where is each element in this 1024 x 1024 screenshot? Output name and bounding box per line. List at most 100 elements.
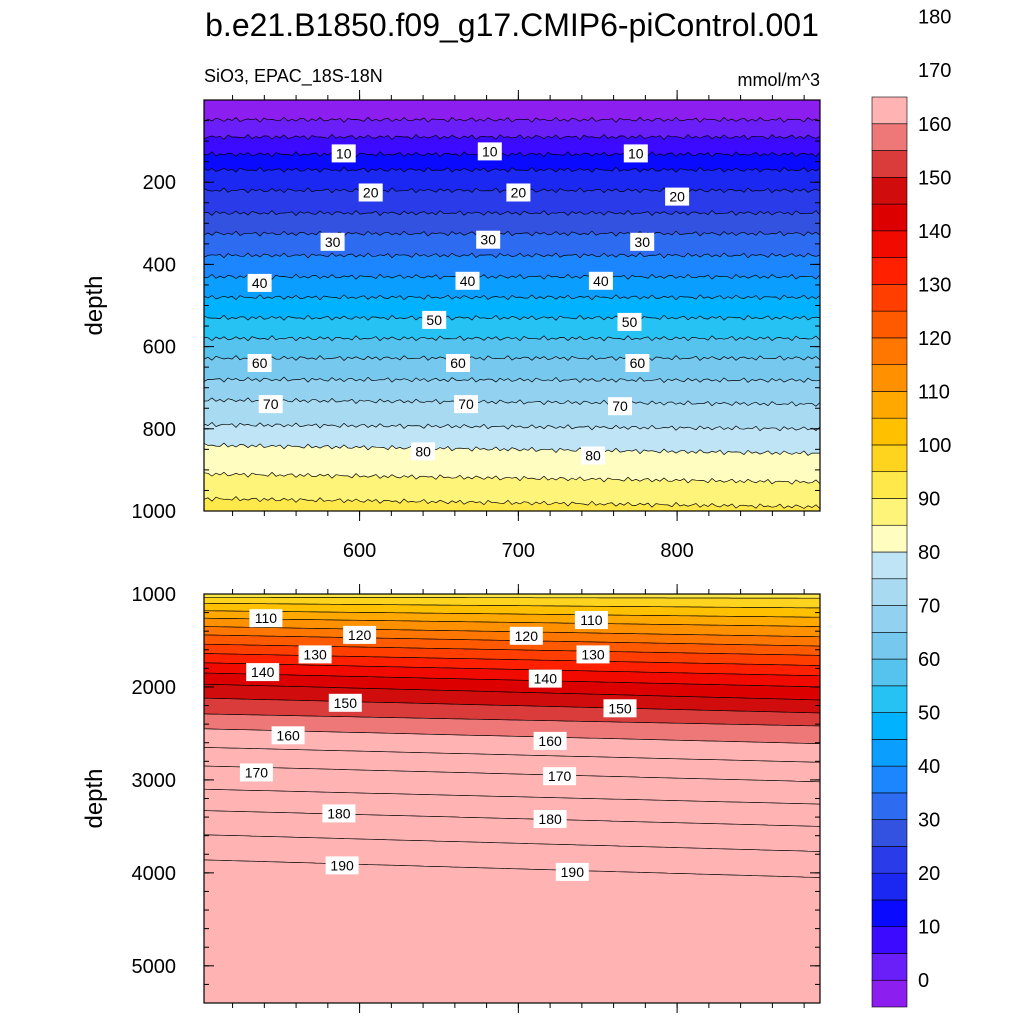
contour-line-140 xyxy=(204,672,820,688)
contour-line-45 xyxy=(204,294,820,301)
colorbar-box xyxy=(871,230,908,258)
colorbar: 0 10 20 30 40 50 60 70 80 90 100 110 120 130 140 150 160… xyxy=(871,7,951,1008)
contour-line-0 xyxy=(204,116,820,123)
contour-label-bg xyxy=(343,625,377,644)
contour-label-bg xyxy=(271,726,305,745)
contour-line-135 xyxy=(204,662,820,677)
contour-label-bg xyxy=(555,862,589,881)
contour-label-bg xyxy=(625,354,650,372)
contour-line-100 xyxy=(204,602,820,609)
contour-label-text: 20 xyxy=(511,185,527,201)
contour-label-bg xyxy=(665,187,690,206)
contour-label-bg xyxy=(298,645,332,664)
colorbar-box xyxy=(871,792,908,820)
contour-label: 20 xyxy=(665,187,690,206)
contour-label-text: 60 xyxy=(450,355,466,371)
contour-label-text: 10 xyxy=(628,145,644,161)
y-tick-label: 1000 xyxy=(132,584,177,606)
contour-label-bg xyxy=(630,232,655,251)
colorbar-box xyxy=(871,284,908,312)
contour-label-text: 70 xyxy=(458,396,474,412)
colorbar-tick-label: 160 xyxy=(918,114,951,136)
contour-label: 30 xyxy=(630,232,655,251)
contour-label-text: 70 xyxy=(612,398,628,414)
contour-label: 170 xyxy=(543,767,577,786)
y-tick-label: 400 xyxy=(143,254,176,276)
contour-label-text: 180 xyxy=(327,805,351,821)
contour-label-bg xyxy=(320,232,345,251)
contour-label: 30 xyxy=(476,230,501,249)
contour-label: 10 xyxy=(623,144,648,163)
colorbar-box xyxy=(871,979,908,1008)
y-tick-label: 4000 xyxy=(132,863,177,885)
x-tick-label: 600 xyxy=(343,540,376,562)
colorbar-box xyxy=(871,391,908,419)
colorbar-box xyxy=(871,899,908,928)
x-tick-label: 800 xyxy=(660,540,693,562)
contour-label-bg xyxy=(603,699,637,718)
contour-label-bg xyxy=(247,354,272,372)
colorbar-tick-label: 20 xyxy=(918,863,940,885)
contour-line-175 xyxy=(204,788,820,805)
contour-line-65 xyxy=(204,376,820,383)
contour-line-110 xyxy=(204,617,820,627)
contour-line-55 xyxy=(204,335,820,342)
contour-label-bg xyxy=(422,310,447,329)
contour-line-165 xyxy=(204,747,820,763)
contour-line-190 xyxy=(204,859,820,878)
contour-label: 40 xyxy=(455,271,480,290)
contour-label: 80 xyxy=(411,442,436,461)
contour-label-text: 130 xyxy=(303,646,327,662)
contour-label-text: 110 xyxy=(255,610,278,626)
contour-label-bg xyxy=(454,395,478,414)
contour-label: 130 xyxy=(298,645,332,664)
y-tick-label: 1000 xyxy=(132,501,177,523)
colorbar-box xyxy=(871,471,908,499)
contour-label-bg xyxy=(239,763,273,782)
contour-line-5 xyxy=(204,134,820,140)
y-tick-label: 5000 xyxy=(132,956,177,978)
contour-label-text: 130 xyxy=(581,646,605,662)
contour-label-text: 40 xyxy=(460,273,476,289)
colorbar-box xyxy=(871,257,908,285)
colorbar-box xyxy=(871,123,908,151)
band-190 xyxy=(204,859,820,1003)
contour-label-text: 140 xyxy=(534,671,558,687)
panel-lower: 110 110 120 120 130 130 140 140 150 150 160 160 170 1… xyxy=(81,584,821,1013)
colorbar-box xyxy=(871,551,908,580)
colorbar-box xyxy=(871,337,908,365)
colorbar-tick-label: 70 xyxy=(918,596,940,618)
chart-title: b.e21.B1850.f09_g17.CMIP6-piControl.001 xyxy=(205,7,819,43)
y-tick-label: 200 xyxy=(143,172,176,194)
contour-label: 150 xyxy=(603,699,637,718)
contour-label: 20 xyxy=(358,183,383,202)
contour-line-155 xyxy=(204,713,820,727)
contour-label: 130 xyxy=(576,645,610,664)
colorbar-tick-label: 130 xyxy=(918,274,951,296)
contour-label: 180 xyxy=(533,810,567,828)
contour-label: 70 xyxy=(454,395,478,414)
contour-label: 20 xyxy=(506,183,531,202)
y-tick-label: 3000 xyxy=(132,770,177,792)
contour-label-text: 160 xyxy=(538,733,562,749)
colorbar-tick-label: 10 xyxy=(918,917,940,939)
contour-label: 140 xyxy=(246,663,280,682)
contour-label-text: 150 xyxy=(334,695,358,711)
contour-line-35 xyxy=(204,252,820,259)
colorbar-box xyxy=(871,685,908,713)
y-tick-label: 2000 xyxy=(132,677,177,699)
contour-line-90 xyxy=(204,496,820,510)
contour-label-text: 120 xyxy=(515,628,539,644)
contour-line-185 xyxy=(204,834,820,852)
contour-label: 160 xyxy=(271,726,305,745)
contour-label: 180 xyxy=(322,804,356,823)
contour-line-80 xyxy=(204,442,820,456)
contour-line-145 xyxy=(204,683,820,701)
contour-label: 10 xyxy=(331,144,356,163)
colorbar-box xyxy=(871,819,908,847)
contour-label: 60 xyxy=(625,354,650,372)
contour-label-bg xyxy=(576,645,610,664)
contour-label-text: 180 xyxy=(538,811,562,827)
contour-label: 190 xyxy=(325,856,359,875)
contour-label-bg xyxy=(358,183,383,202)
